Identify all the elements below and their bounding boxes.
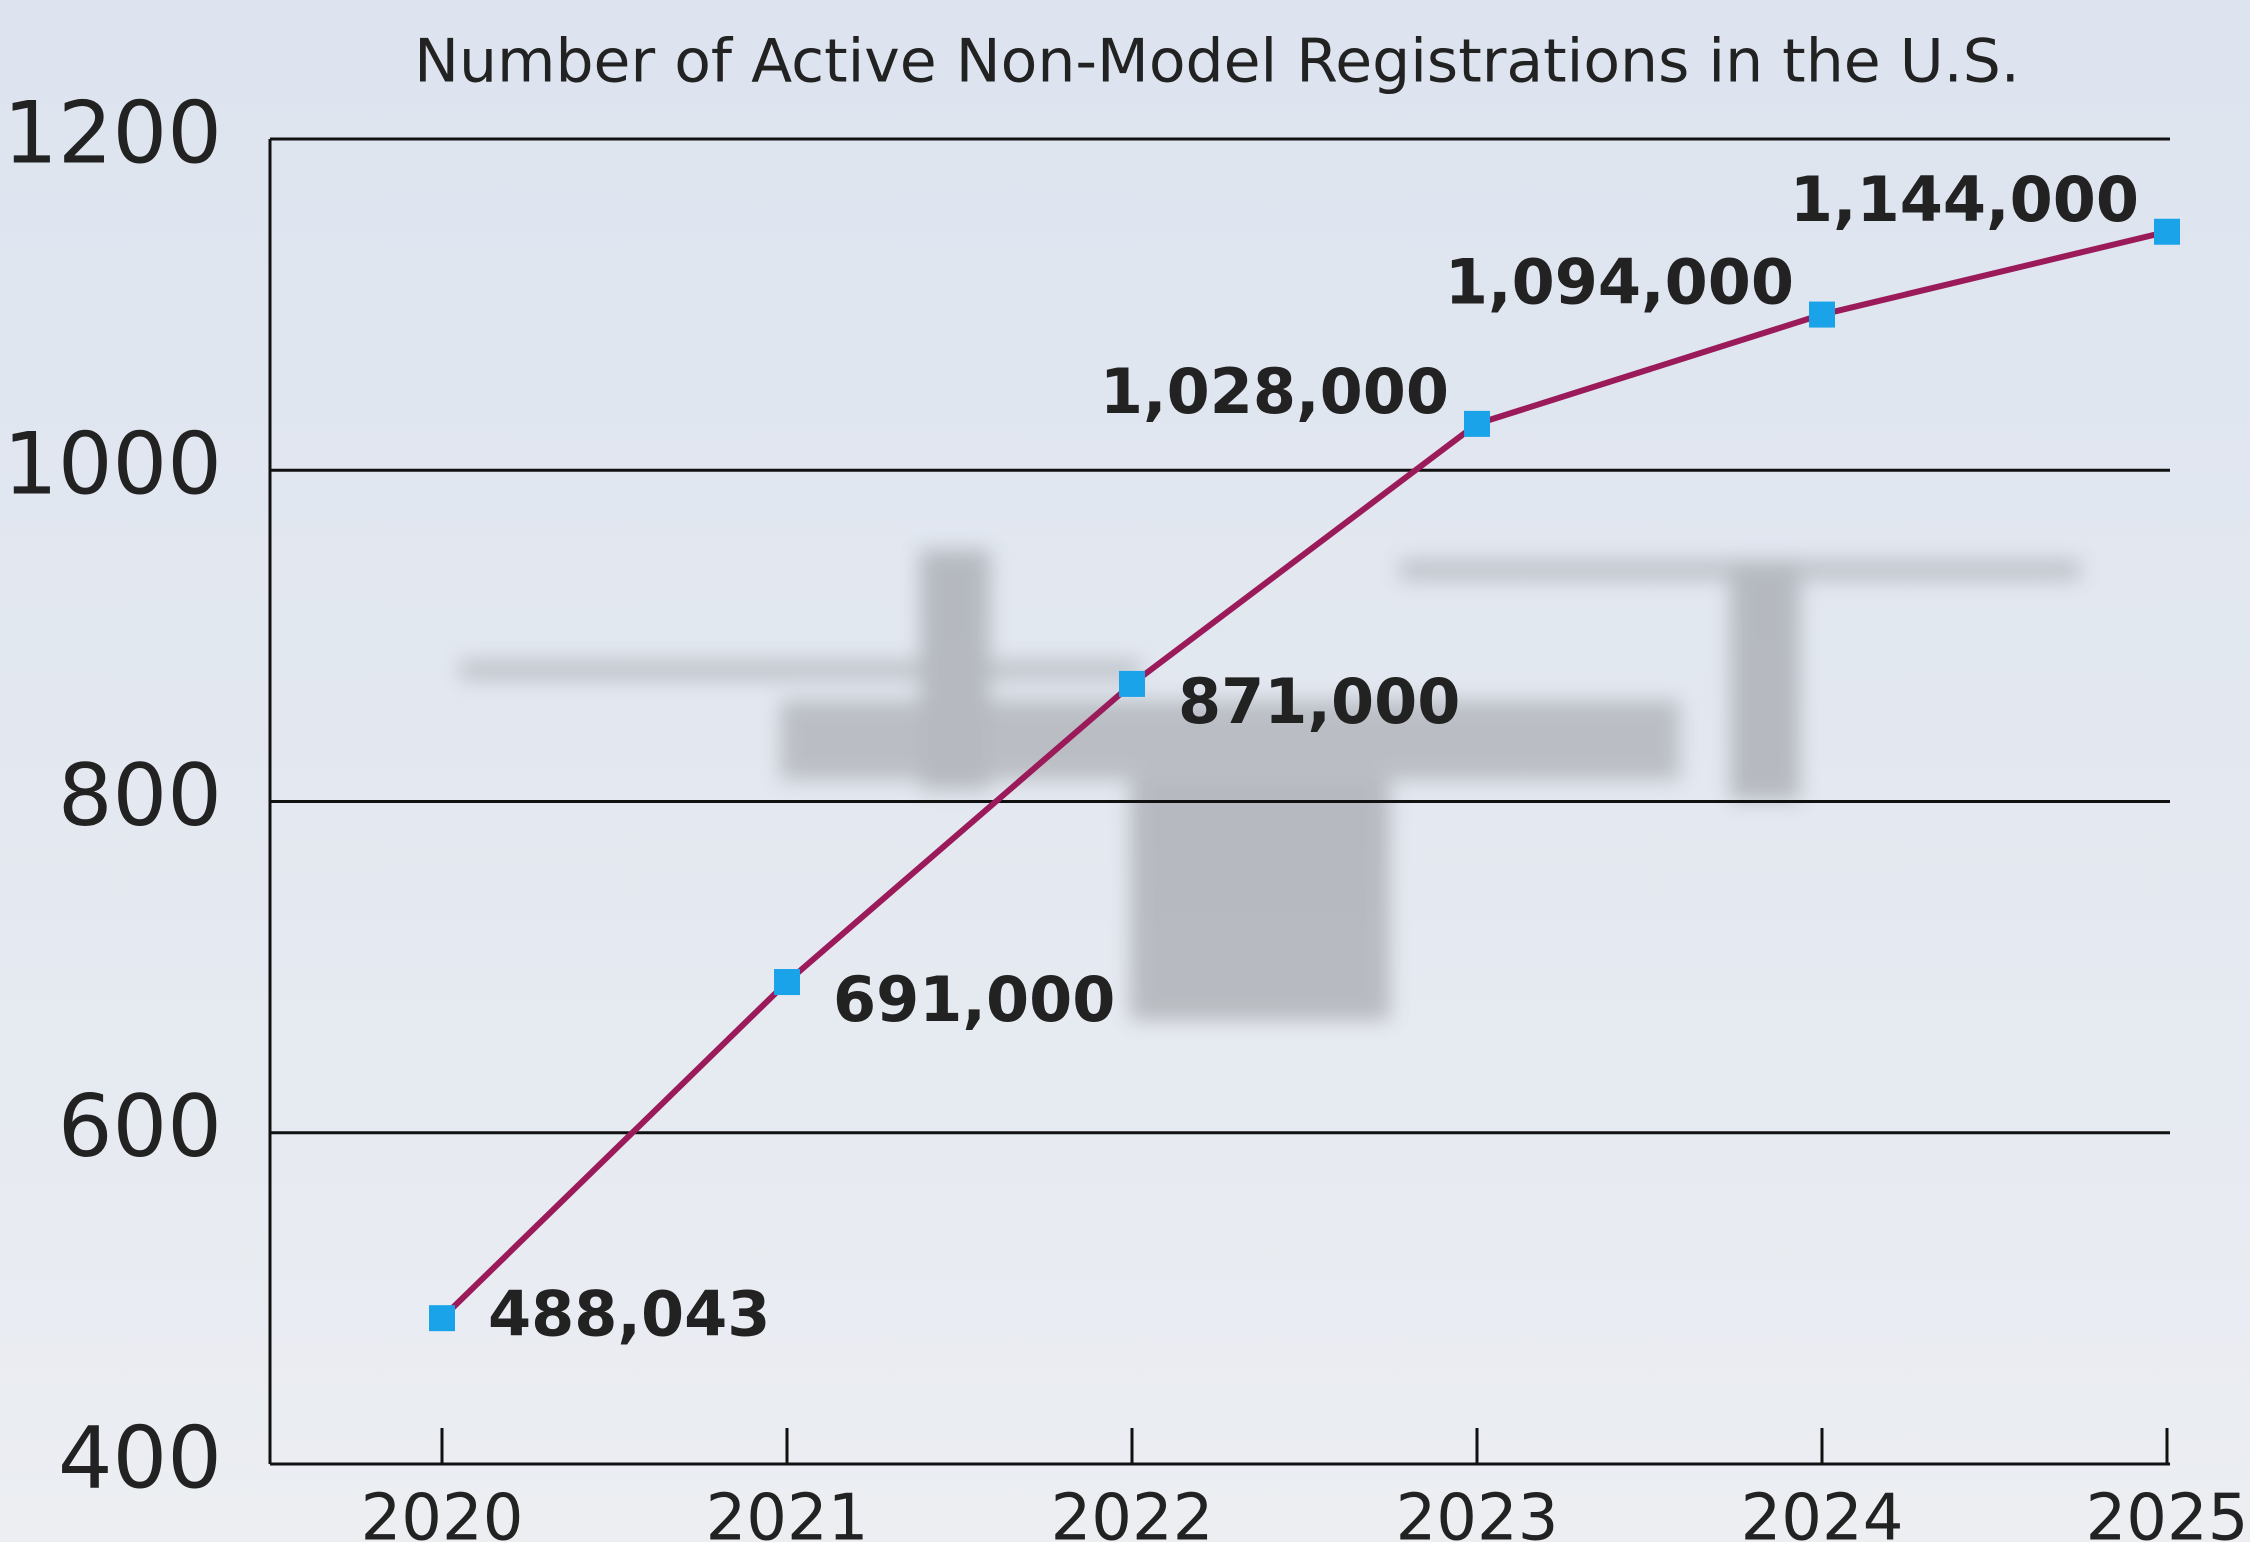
marker [2154,219,2180,245]
y-tick-label: 800 [58,746,222,846]
x-tick-label: 2021 [706,1482,869,1542]
marker [1119,671,1145,697]
x-tick-label: 2024 [1741,1482,1904,1542]
chart: Number of Active Non-Model Registrations… [0,0,2250,1542]
value-label: 691,000 [833,963,1115,1036]
x-tick-label: 2023 [1396,1482,1559,1542]
y-tick-label: 1000 [3,415,222,515]
x-tick-label: 2022 [1051,1482,1214,1542]
marker [1464,411,1490,437]
marker [429,1305,455,1331]
x-tick-label: 2020 [361,1482,524,1542]
value-label: 1,028,000 [1100,355,1449,428]
chart-title: Number of Active Non-Model Registrations… [414,27,2020,97]
y-tick-label: 400 [58,1408,222,1508]
value-label: 1,094,000 [1445,246,1794,319]
y-tick-label: 1200 [3,83,222,183]
y-tick-label: 600 [58,1077,222,1177]
value-label: 1,144,000 [1790,163,2139,236]
value-label: 871,000 [1178,665,1460,738]
marker [774,969,800,995]
value-label: 488,043 [488,1277,770,1350]
x-tick-label: 2025 [2086,1482,2249,1542]
marker [1809,302,1835,328]
